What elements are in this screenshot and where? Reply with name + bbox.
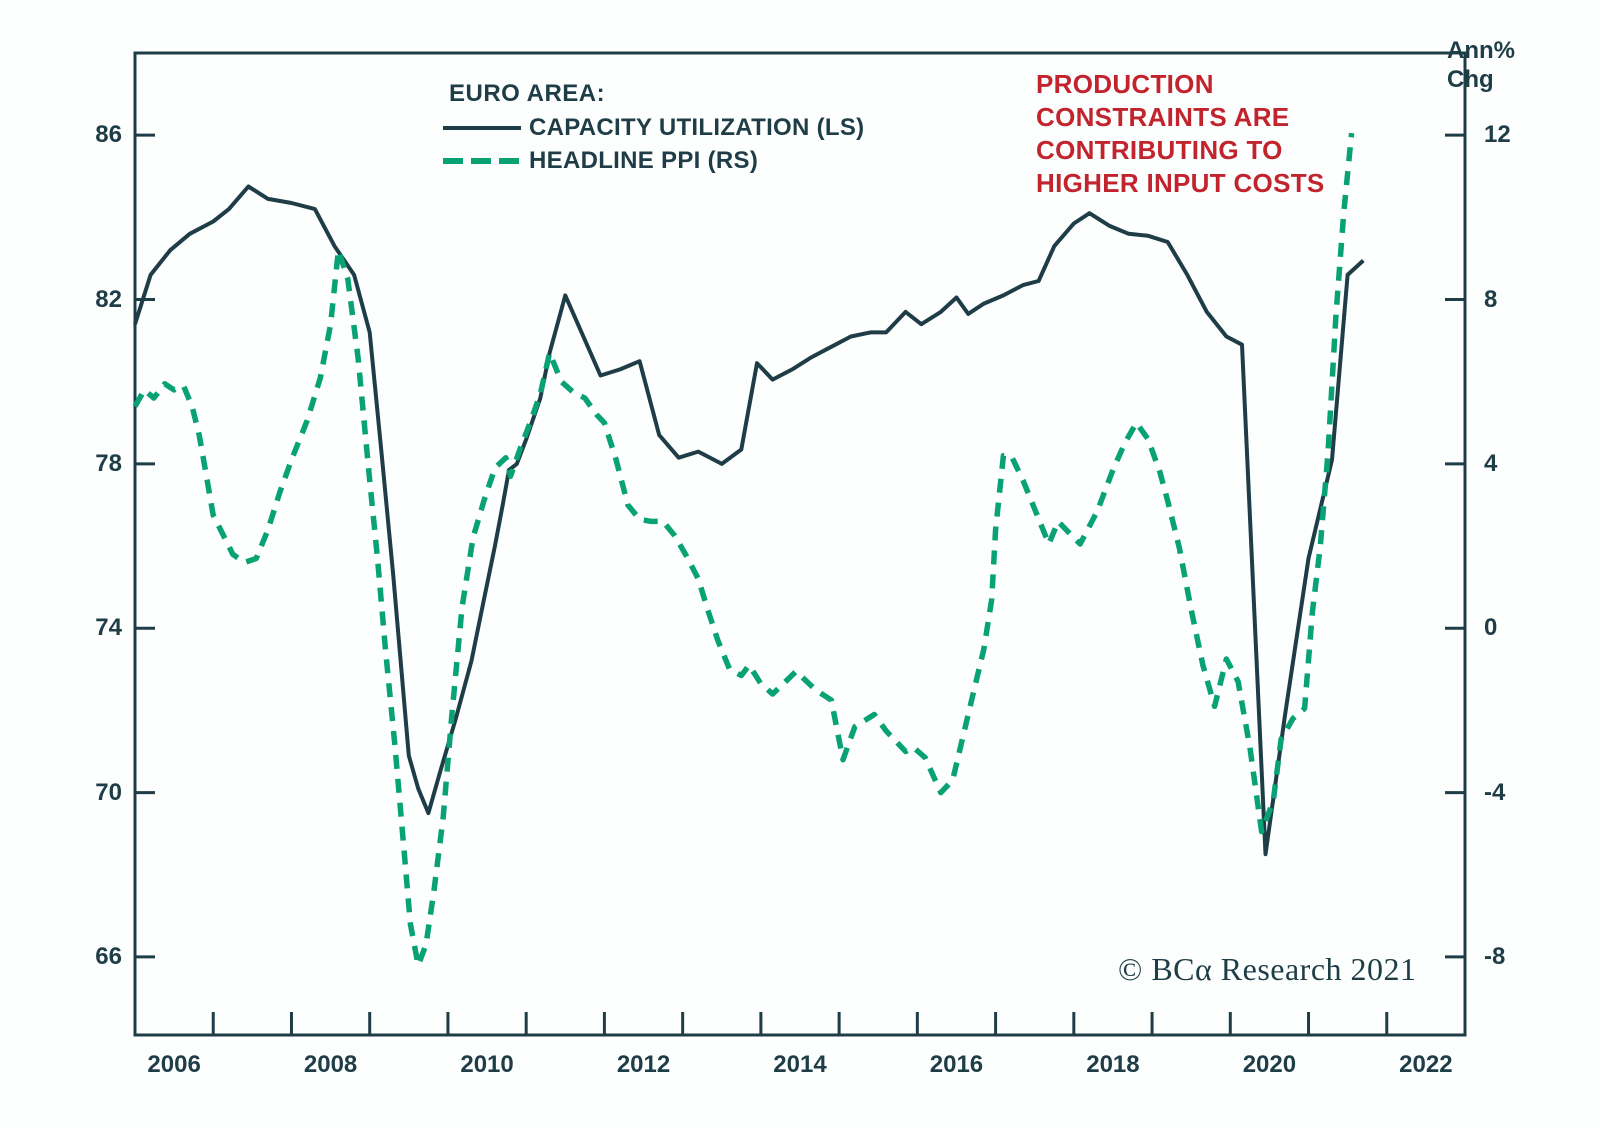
annotation-line: CONSTRAINTS ARE xyxy=(1036,102,1290,132)
x-axis-year-label: 2016 xyxy=(929,1051,984,1078)
legend-title: EURO AREA: xyxy=(449,80,606,107)
left-axis-tick-label: 78 xyxy=(95,449,122,477)
capacity-utilization-line xyxy=(133,184,1365,857)
right-axis-title-line: Chg xyxy=(1447,66,1494,93)
x-axis-year-label: 2010 xyxy=(460,1051,514,1078)
x-axis-year-label: 2006 xyxy=(147,1051,201,1078)
dashed-line-sample-icon xyxy=(443,158,521,164)
left-axis-tick-label: 70 xyxy=(95,778,122,806)
x-axis-year-label: 2020 xyxy=(1242,1051,1297,1078)
plot-border xyxy=(133,51,1467,1037)
right-axis-tick-label: 4 xyxy=(1484,449,1498,477)
left-axis-tick-label: 86 xyxy=(95,121,122,149)
legend-item-headline-ppi: HEADLINE PPI (RS) xyxy=(442,147,864,174)
right-axis-tick-label: 0 xyxy=(1484,614,1498,642)
legend-item-capacity-utilization: CAPACITY UTILIZATION (LS) xyxy=(442,114,865,141)
x-axis-year-label: 2012 xyxy=(616,1051,671,1078)
annotation-line: HIGHER INPUT COSTS xyxy=(1036,168,1325,198)
legend-label-capacity-utilization: CAPACITY UTILIZATION (LS) xyxy=(529,114,865,141)
production-constraints-annotation: PRODUCTION CONSTRAINTS ARE CONTRIBUTING … xyxy=(1036,68,1325,200)
annotation-line: PRODUCTION xyxy=(1036,69,1214,99)
right-axis-tick-label: -8 xyxy=(1484,942,1506,970)
x-axis-year-label: 2022 xyxy=(1399,1051,1453,1078)
left-axis-tick-label: 82 xyxy=(95,285,122,313)
bca-research-copyright: © BCα Research 2021 xyxy=(1118,951,1417,987)
right-axis-title: Ann% Chg xyxy=(1447,36,1515,94)
x-axis-year-label: 2014 xyxy=(773,1051,827,1078)
right-axis-title-line: Ann% xyxy=(1447,37,1515,64)
headline-ppi-line xyxy=(132,132,1355,968)
left-axis-tick-label: 66 xyxy=(95,942,122,970)
x-axis-year-label: 2018 xyxy=(1086,1051,1140,1078)
annotation-line: CONTRIBUTING TO xyxy=(1036,135,1283,165)
right-axis-tick-label: -4 xyxy=(1484,778,1506,806)
right-axis-tick-label: 12 xyxy=(1484,121,1511,149)
right-axis-tick-label: 8 xyxy=(1484,285,1498,313)
solid-line-sample-icon xyxy=(443,126,521,130)
x-axis-year-label: 2008 xyxy=(303,1051,358,1078)
left-axis-tick-label: 74 xyxy=(95,614,122,642)
chart-legend: EURO AREA: CAPACITY UTILIZATION (LS) HEA… xyxy=(442,80,864,174)
legend-label-headline-ppi: HEADLINE PPI (RS) xyxy=(529,147,759,174)
